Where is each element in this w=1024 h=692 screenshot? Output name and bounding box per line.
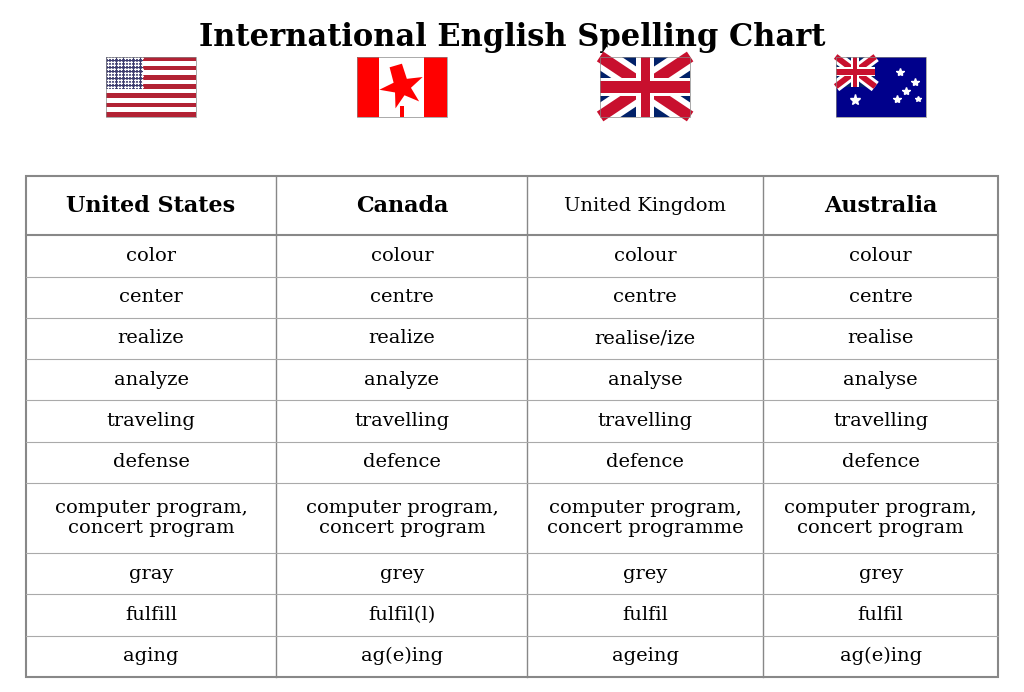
Bar [836,57,926,116]
Bar [26,277,998,318]
Text: grey: grey [380,565,424,583]
Bar [836,57,876,86]
Bar [106,61,196,66]
Bar [106,66,196,71]
Bar [26,318,998,359]
Text: grey: grey [623,565,668,583]
Bar [106,93,196,98]
Text: defence: defence [362,453,441,471]
Bar [424,57,446,116]
Polygon shape [379,64,423,109]
Bar [26,635,998,677]
Text: realise/ize: realise/ize [595,329,695,347]
Text: analyze: analyze [365,371,439,389]
Text: Canada: Canada [355,195,449,217]
Text: United Kingdom: United Kingdom [564,197,726,215]
Bar [26,176,998,677]
Bar [26,359,998,401]
Text: realize: realize [118,329,184,347]
Text: grey: grey [858,565,903,583]
Bar [399,106,404,116]
Text: color: color [126,247,176,265]
Text: colour: colour [613,247,677,265]
Text: ageing: ageing [611,647,679,665]
Bar [357,57,380,116]
Bar [106,84,196,89]
Text: colour: colour [849,247,912,265]
Bar [836,69,876,75]
Text: centre: centre [613,288,677,306]
Text: United States: United States [67,195,236,217]
Bar [852,57,859,86]
Bar [26,441,998,483]
Text: realize: realize [369,329,435,347]
Bar [106,75,196,80]
Text: fulfil: fulfil [623,606,668,624]
Text: center: center [119,288,183,306]
Text: computer program,
concert program: computer program, concert program [305,498,499,537]
Bar [106,102,196,107]
Bar [26,401,998,441]
Bar [600,57,690,116]
Bar [26,594,998,635]
Bar [836,57,926,116]
Text: travelling: travelling [354,412,450,430]
Text: computer program,
concert program: computer program, concert program [784,498,977,537]
Text: computer program,
concert programme: computer program, concert programme [547,498,743,537]
Bar [853,57,857,86]
Bar [600,80,690,93]
Bar [106,80,196,84]
Bar [26,483,998,553]
Text: traveling: traveling [106,412,196,430]
Bar [357,57,446,116]
Text: analyse: analyse [844,371,918,389]
Text: analyze: analyze [114,371,188,389]
Bar [836,67,876,76]
Text: defense: defense [113,453,189,471]
Bar [106,89,196,93]
Text: travelling: travelling [834,412,928,430]
Text: computer program,
concert program: computer program, concert program [54,498,248,537]
Bar [26,176,998,235]
Text: centre: centre [849,288,912,306]
Text: aging: aging [123,647,179,665]
Bar [106,112,196,116]
Text: ag(e)ing: ag(e)ing [840,647,922,665]
Bar [641,57,649,116]
Text: colour: colour [371,247,433,265]
Bar [106,57,196,116]
Bar [26,553,998,594]
Text: gray: gray [129,565,173,583]
Text: defence: defence [842,453,920,471]
Text: fulfill: fulfill [125,606,177,624]
Bar [106,57,196,61]
Text: fulfil(l): fulfil(l) [369,606,435,624]
Text: fulfil: fulfil [858,606,903,624]
Text: International English Spelling Chart: International English Spelling Chart [199,22,825,53]
Text: defence: defence [606,453,684,471]
Bar [636,57,654,116]
Bar [600,78,690,95]
Text: ag(e)ing: ag(e)ing [360,647,443,665]
Bar [600,57,690,116]
Text: travelling: travelling [598,412,692,430]
Bar [106,71,196,75]
Bar [106,57,143,89]
Bar [357,57,446,116]
Bar [26,235,998,277]
Text: realise: realise [848,329,913,347]
Text: Australia: Australia [824,195,937,217]
Text: centre: centre [370,288,434,306]
Bar [106,98,196,102]
Text: analyse: analyse [608,371,682,389]
Bar [106,107,196,112]
